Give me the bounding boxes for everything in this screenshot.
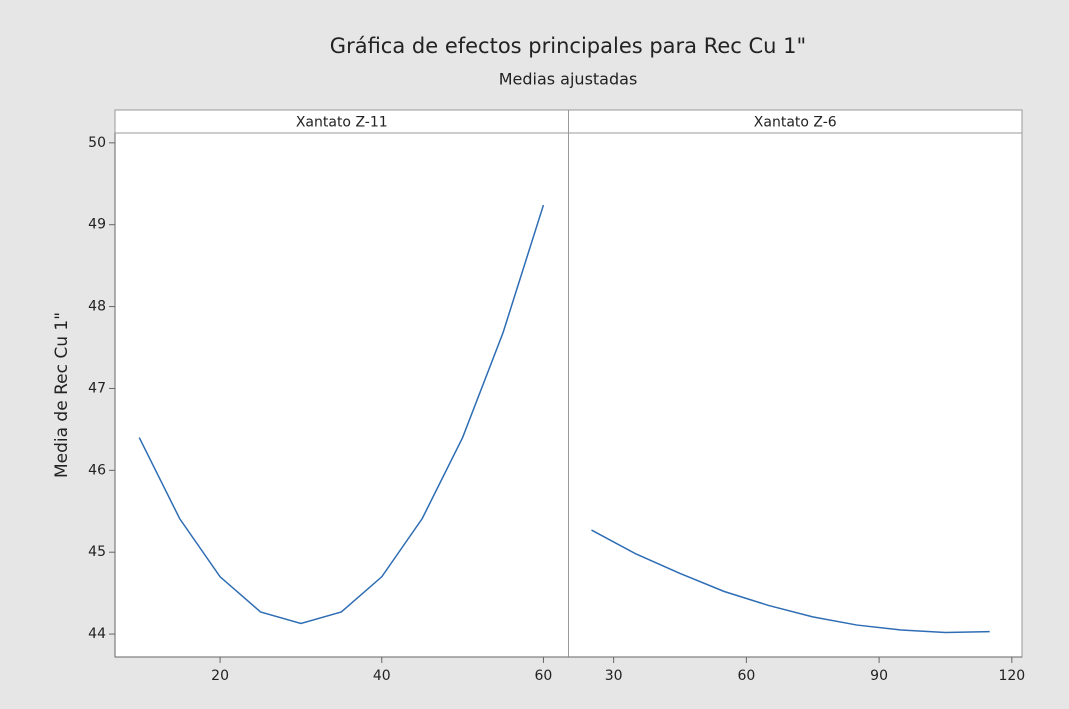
series-line — [138, 204, 545, 625]
y-tick-label: 48 — [88, 299, 106, 315]
chart-title: Gráfica de efectos principales para Rec … — [330, 34, 806, 58]
x-tick-label: 120 — [998, 668, 1025, 684]
y-tick-label: 49 — [88, 217, 106, 233]
x-tick-label: 20 — [211, 668, 229, 684]
panel-title: Xantato Z-6 — [754, 115, 837, 131]
x-tick-label: 60 — [737, 668, 755, 684]
y-tick-label: 44 — [88, 626, 106, 642]
y-tick-label: 47 — [88, 380, 106, 396]
x-tick-label: 90 — [870, 668, 888, 684]
y-tick-label: 50 — [88, 135, 106, 151]
x-tick-label: 30 — [605, 668, 623, 684]
x-tick-label: 40 — [373, 668, 391, 684]
x-tick-label: 60 — [535, 668, 553, 684]
series-line — [591, 529, 990, 634]
chart-subtitle: Medias ajustadas — [499, 70, 638, 89]
y-tick-label: 45 — [88, 544, 106, 560]
y-axis-label: Media de Rec Cu 1" — [52, 312, 72, 478]
y-tick-label: 46 — [88, 462, 106, 478]
panel-title: Xantato Z-11 — [296, 115, 388, 131]
